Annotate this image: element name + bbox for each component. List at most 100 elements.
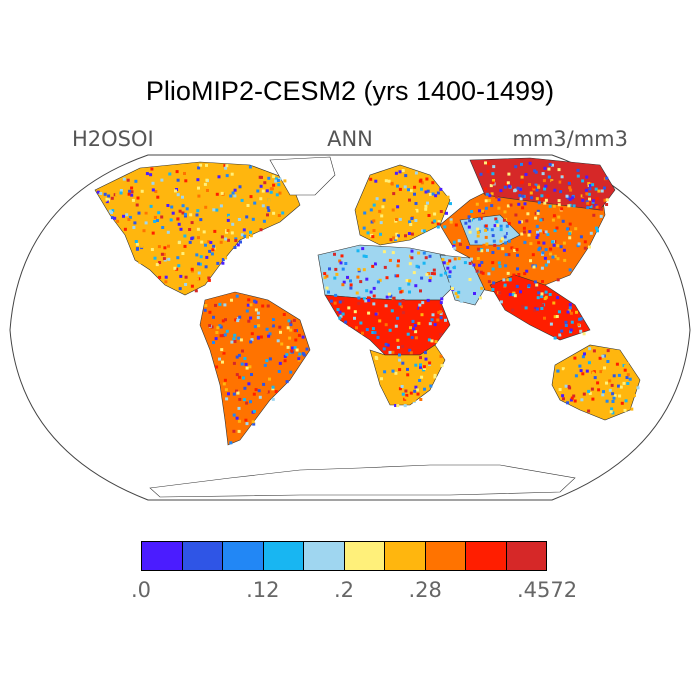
speckle — [480, 261, 484, 264]
speckle — [452, 244, 456, 248]
speckle — [500, 237, 504, 241]
speckle — [167, 257, 171, 261]
speckle — [481, 271, 485, 275]
speckle — [448, 259, 452, 263]
speckle — [407, 282, 411, 286]
speckle — [549, 322, 553, 326]
speckle — [374, 312, 378, 316]
speckle — [523, 240, 527, 244]
speckle — [373, 331, 377, 335]
speckle — [414, 336, 418, 340]
speckle — [507, 239, 511, 243]
speckle — [413, 210, 417, 214]
speckle — [396, 316, 400, 320]
speckle — [492, 165, 496, 169]
speckle — [105, 200, 109, 204]
speckle — [510, 246, 514, 250]
speckle — [338, 300, 342, 304]
speckle — [190, 237, 194, 241]
speckle — [486, 248, 489, 252]
speckle — [181, 211, 185, 215]
speckle — [245, 215, 249, 219]
speckle — [479, 296, 482, 300]
speckle — [364, 255, 368, 258]
speckle — [383, 370, 387, 374]
speckle — [205, 163, 208, 167]
speckle — [437, 310, 441, 314]
speckle — [451, 279, 455, 283]
speckle — [487, 272, 491, 276]
speckle — [280, 342, 284, 346]
speckle — [430, 318, 434, 322]
speckle — [169, 265, 173, 268]
speckle — [636, 386, 640, 390]
speckle — [484, 161, 487, 165]
speckle — [539, 218, 543, 222]
speckle — [521, 206, 525, 210]
speckle — [487, 255, 491, 259]
speckle — [290, 349, 294, 353]
speckle — [592, 349, 596, 353]
speckle — [226, 218, 230, 222]
speckle — [277, 183, 281, 187]
speckle — [507, 253, 511, 257]
speckle — [574, 374, 578, 378]
speckle — [548, 204, 552, 208]
speckle — [232, 429, 236, 433]
speckle — [504, 182, 508, 186]
speckle — [495, 220, 499, 224]
speckle — [110, 216, 114, 220]
speckle — [497, 261, 501, 265]
speckle — [378, 319, 382, 323]
speckle — [371, 264, 375, 268]
speckle — [414, 385, 418, 389]
speckle — [400, 385, 404, 388]
speckle — [249, 230, 252, 234]
speckle — [552, 204, 556, 208]
speckle — [466, 246, 470, 249]
speckle — [146, 191, 150, 195]
speckle — [210, 325, 214, 329]
speckle — [226, 229, 230, 232]
speckle — [149, 173, 153, 177]
speckle — [520, 162, 523, 166]
speckle — [534, 183, 538, 187]
speckle — [449, 202, 452, 206]
speckle — [243, 386, 247, 390]
speckle — [218, 357, 221, 361]
speckle — [561, 394, 565, 398]
speckle — [388, 350, 392, 354]
speckle — [544, 230, 548, 234]
speckle — [369, 177, 373, 181]
speckle — [233, 194, 237, 198]
speckle — [536, 211, 540, 215]
season-label: ANN — [327, 127, 373, 151]
speckle — [540, 307, 544, 310]
speckle — [439, 354, 443, 358]
speckle — [183, 172, 186, 175]
speckle — [238, 397, 242, 401]
speckle — [549, 247, 553, 251]
speckle — [197, 166, 201, 170]
speckle — [341, 312, 345, 316]
speckle — [300, 333, 304, 337]
speckle — [573, 324, 577, 328]
speckle — [434, 194, 438, 198]
speckle — [224, 318, 227, 322]
speckle — [237, 336, 241, 340]
speckle — [596, 381, 600, 385]
speckle — [186, 261, 190, 264]
speckle — [551, 255, 555, 259]
speckle — [436, 225, 440, 229]
speckle — [258, 395, 262, 399]
speckle — [238, 315, 242, 319]
speckle — [396, 264, 400, 268]
speckle — [236, 391, 240, 395]
speckle — [570, 396, 574, 400]
speckle — [558, 180, 562, 184]
speckle — [484, 235, 488, 239]
speckle — [557, 199, 561, 203]
speckle — [185, 207, 189, 211]
speckle — [428, 322, 432, 326]
speckle — [588, 187, 592, 191]
